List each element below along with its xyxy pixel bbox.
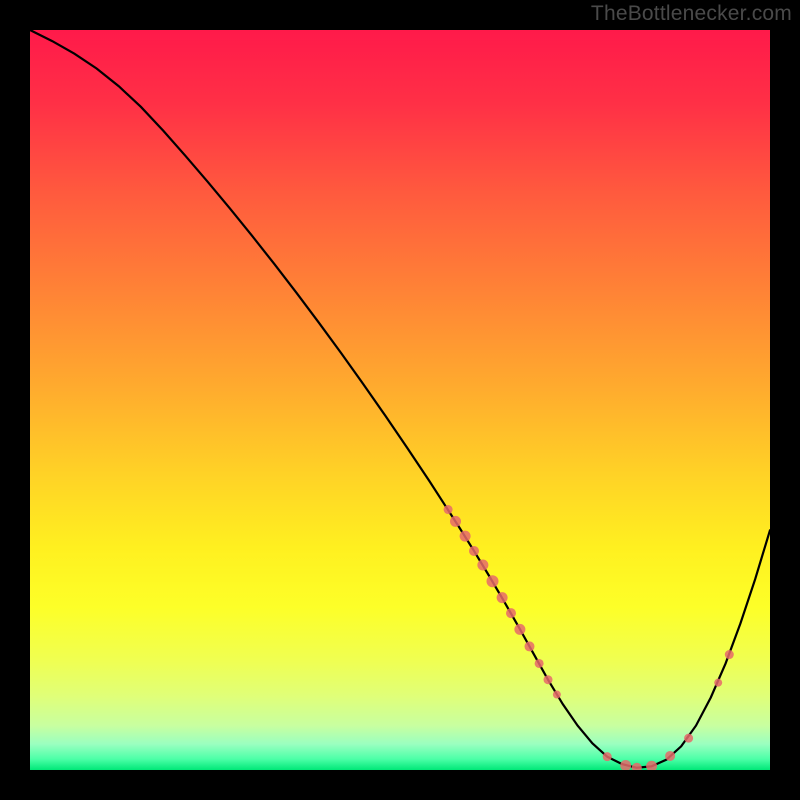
- bottleneck-curve-svg: [30, 30, 770, 770]
- curve-marker: [665, 751, 675, 761]
- curve-marker: [525, 641, 535, 651]
- curve-marker: [469, 546, 479, 556]
- curve-marker: [684, 734, 693, 743]
- curve-marker: [514, 624, 525, 635]
- chart-container: TheBottlenecker.com: [0, 0, 800, 800]
- curve-marker: [497, 592, 508, 603]
- curve-marker: [477, 560, 488, 571]
- curve-marker: [544, 675, 553, 684]
- curve-marker: [444, 505, 453, 514]
- curve-marker: [714, 679, 722, 687]
- curve-marker: [725, 650, 734, 659]
- watermark-text: TheBottlenecker.com: [591, 2, 792, 26]
- curve-marker: [450, 516, 461, 527]
- curve-marker: [535, 659, 544, 668]
- plot-area: [30, 30, 770, 770]
- curve-marker: [553, 691, 561, 699]
- curve-marker: [632, 763, 642, 770]
- curve-marker: [603, 752, 612, 761]
- curve-markers: [444, 505, 734, 770]
- curve-marker: [620, 760, 631, 770]
- curve-marker: [460, 531, 471, 542]
- curve-marker: [506, 608, 516, 618]
- curve-marker: [646, 761, 657, 770]
- curve-marker: [487, 575, 499, 587]
- bottleneck-curve: [30, 30, 770, 768]
